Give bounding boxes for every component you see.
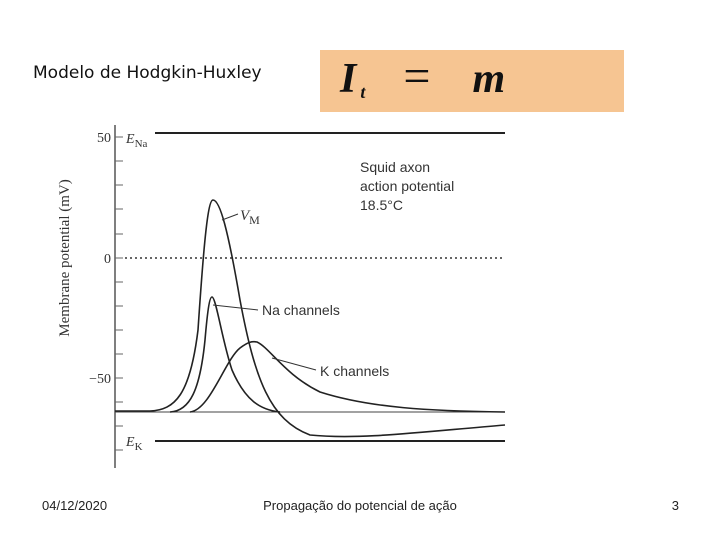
subscript: M [249,213,260,227]
k-curve [189,340,506,413]
page-number: 3 [672,498,679,513]
current: I [339,56,358,102]
caption-line: Squid axon [360,159,430,175]
symbol: E [125,132,135,147]
footer-date: 04/12/2020 [42,498,107,513]
footer-text: Propagação do potencial de ação [263,498,457,513]
vm-label: VM [240,208,260,227]
figure: Membrane potential (mV) 50 0 −50 ENa EK … [57,125,506,468]
subscript: t [360,82,366,102]
gate: m [472,56,505,102]
y-axis-label: Membrane potential (mV) [57,179,73,336]
tick-marks [115,136,123,451]
e-na-label: ENa [125,132,148,150]
y-tick-label: 50 [97,131,111,146]
k-label: K channels [320,363,389,379]
operator: = [403,50,430,103]
equation-box [320,50,624,112]
y-tick-label: −50 [89,372,111,387]
subscript: K [135,441,143,453]
y-tick-label: 0 [104,252,111,267]
subscript: Na [135,138,148,150]
vm-curve [115,199,506,438]
slide-title: Modelo de Hodgkin-Huxley [33,63,262,83]
leaders [212,213,317,371]
symbol: V [240,208,251,224]
na-curve [169,296,281,413]
caption-line: action potential [360,178,454,194]
curves [115,199,506,438]
e-k-label: EK [125,435,143,453]
caption-line: 18.5°C [360,197,403,213]
symbol: E [125,435,135,450]
na-label: Na channels [262,302,340,318]
